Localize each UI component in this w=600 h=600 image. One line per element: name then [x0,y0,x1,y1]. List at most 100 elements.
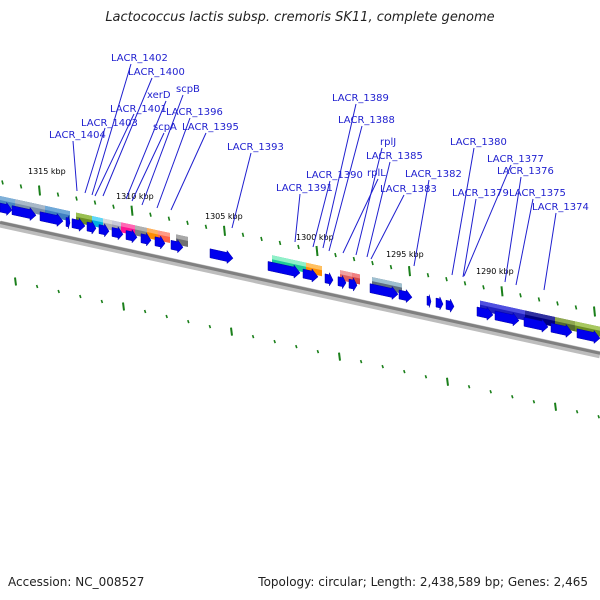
feature-block-highlight [372,277,402,288]
lower-tick-mark [251,334,255,339]
gene-label: LACR_1393 [227,142,284,153]
lower-tick-mark [489,389,492,394]
gene-label: LACR_1389 [332,93,389,104]
lower-tick-mark [143,309,147,314]
gene-label: scpB [176,84,200,95]
gene-label: rplJ [380,137,396,148]
map-title: Lactococcus lactis subsp. cremoris SK11,… [105,10,495,25]
lower-tick-mark [424,374,428,379]
upper-tick-mark [574,305,578,310]
leader-line [156,117,191,209]
kbp-scale-labels: 1315 kbp 1310 kbp 1305 kbp 1300 kbp 1295 kbp… [28,167,514,276]
upper-tick-mark [1,180,4,185]
gene-arrow [576,328,600,345]
feature-block-highlight [176,234,188,241]
feature-block-highlight [525,310,555,321]
gene-label: LACR_1396 [166,107,223,118]
leader-line [463,164,512,277]
upper-tick-mark [167,216,171,221]
lower-tick-mark [57,289,60,294]
gene-label: LACR_1385 [366,151,423,162]
gene-arrow [398,288,413,304]
gene-arrow [125,228,138,244]
backbone-line [0,221,600,355]
lower-tick-mark [575,410,579,414]
gene-label: LACR_1379 [452,188,509,199]
feature-block-highlight [158,230,170,238]
leader-line [322,103,357,249]
upper-tick-mark [93,200,97,205]
lower-tick-mark [295,344,298,349]
gene-label: LACR_1382 [405,169,462,180]
feature-block-highlight [480,300,525,315]
gene-label: LACR_1391 [276,183,333,194]
gene-label: LACR_1383 [380,184,437,195]
lower-tick-mark [597,415,600,419]
lower-tick-mark [273,339,276,344]
feature-block-highlight [272,255,306,267]
lower-tick-mark [338,352,341,361]
gene-label: LACR_1376 [497,166,554,177]
gene-label: scpA [153,122,177,133]
lower-tick-mark [446,377,449,386]
lower-tick-mark [359,359,363,364]
gene-arrow [494,310,520,327]
gene-arrow [523,316,549,333]
lower-tick-mark [208,324,212,329]
leader-line [102,77,153,197]
topology-label: Topology: [258,575,315,589]
upper-tick-mark [204,224,208,229]
upper-tick-mark [19,184,23,189]
feature-block-highlight [147,228,158,235]
upper-tick-mark [112,204,115,209]
gene-arrow [302,268,319,283]
upper-tick-mark [445,277,448,282]
gene-arrow [11,205,37,222]
upper-tick-mark [149,212,152,217]
gene-arrow [426,294,432,308]
kbp-tick-label: 1310 kbp [116,192,154,201]
leader-line [543,212,557,291]
feature-block-highlight [15,199,45,210]
upper-tick-mark [426,273,430,278]
gene-label: LACR_1401 [110,104,167,115]
leader-line [94,113,135,197]
genes-label: Genes: [507,575,550,589]
gene-arrows [0,201,600,345]
lower-tick-mark [165,314,168,319]
upper-tick-mark [38,185,41,196]
upper-tick-mark [223,225,226,236]
kbp-tick-label: 1290 kbp [476,267,514,276]
feature-block-highlight [76,212,92,221]
upper-tick-mark [500,286,504,297]
leader-line [131,132,165,202]
leader-line [170,132,207,211]
gene-label: LACR_1377 [487,154,544,165]
genes-value: 2,465 [553,575,588,589]
kbp-tick-label: 1305 kbp [205,212,243,221]
gene-arrow [435,296,444,311]
accession-footer: Accession: NC_008527 [8,575,144,589]
lower-tick-mark [381,364,384,369]
leader-line [451,147,475,276]
upper-tick-mark [408,266,411,277]
feature-block-highlight [352,272,360,279]
gene-arrow [170,238,184,254]
gene-arrow [476,306,494,321]
accession-label: Accession: [8,575,72,589]
topology-value: circular [318,575,363,589]
gene-label: rplL [367,168,386,179]
leader-line [504,176,522,283]
kbp-tick-label: 1315 kbp [28,167,66,176]
lower-tick-mark [187,319,190,324]
upper-tick-mark [389,264,393,270]
upper-tick-mark [297,244,300,250]
lower-tick-mark [316,349,320,354]
lower-tick-mark [532,399,536,404]
upper-tick-mark [130,205,134,216]
lower-tick-mark [403,369,406,374]
gene-label: LACR_1380 [450,137,507,148]
length-value: 2,438,589 bp [419,575,500,589]
upper-tick-mark [334,252,337,258]
coordinate-tick-marks [1,180,600,419]
